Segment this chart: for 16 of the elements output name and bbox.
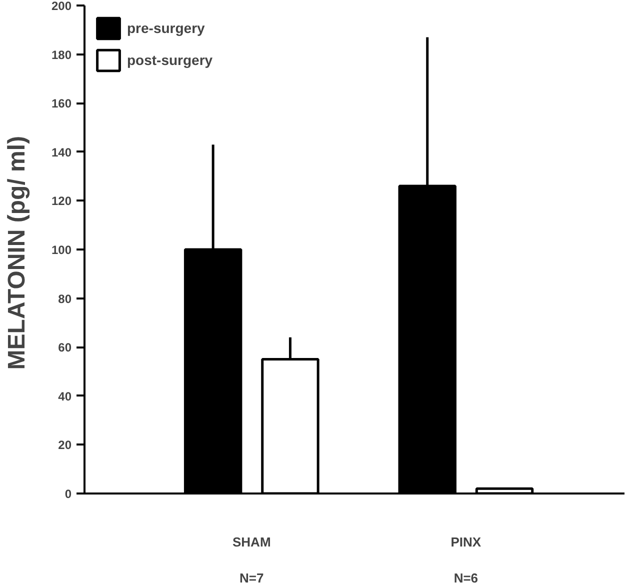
category-label: SHAM N=7	[232, 534, 271, 586]
y-tick-label: 80	[58, 292, 72, 306]
y-tick-label: 180	[51, 48, 72, 62]
legend-label: post-surgery	[127, 52, 213, 68]
y-tick-label: 100	[51, 243, 72, 257]
y-axis-title: MELATONIN (pg/ ml)	[3, 136, 30, 370]
category-label: PINX N=6	[450, 534, 482, 586]
y-tick-label: 140	[51, 145, 72, 160]
y-tick-label: 20	[58, 438, 72, 452]
y-tick-label: 0	[64, 487, 72, 501]
y-tick-label: 40	[58, 389, 72, 404]
y-tick-label: 120	[51, 194, 72, 208]
y-tick-label: 200	[51, 0, 72, 13]
y-tick-label: 60	[58, 340, 72, 355]
legend-label: pre-surgery	[127, 20, 205, 36]
y-tick-label: 160	[51, 96, 72, 111]
